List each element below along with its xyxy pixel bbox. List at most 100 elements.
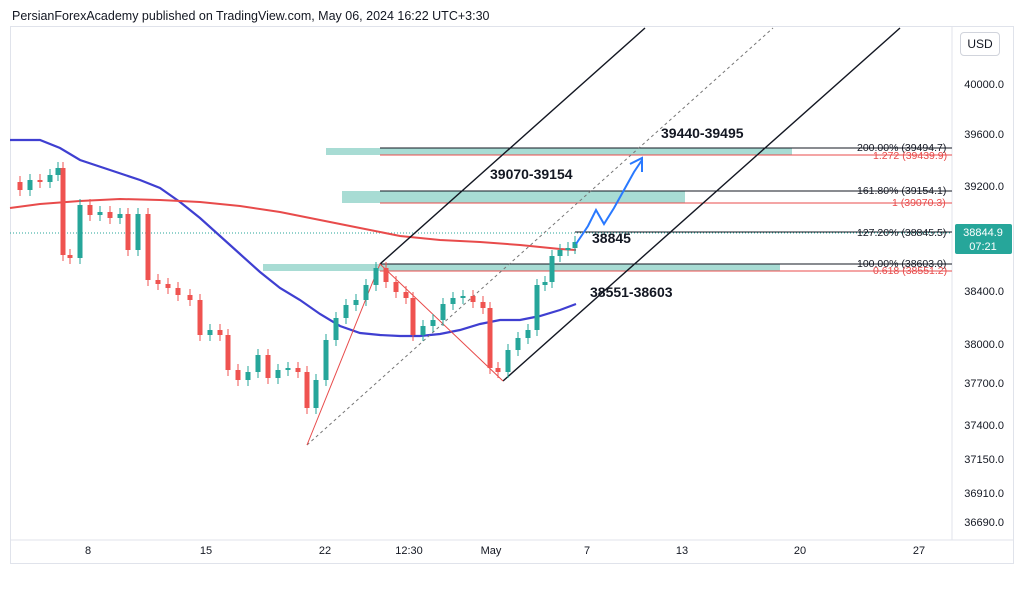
candle-down: [125, 214, 131, 250]
candle-up: [542, 282, 548, 285]
time-axis[interactable]: 8 15 22 12:30 May 7 13 20 27: [85, 545, 925, 557]
fib-swing-lines: [306, 263, 504, 446]
channel-lower-line: [502, 27, 901, 382]
x-tick-label: 7: [584, 545, 590, 557]
x-tick-label: 15: [200, 545, 212, 557]
x-tick-label: May: [481, 545, 502, 557]
candle-up: [557, 250, 563, 256]
candle-up: [505, 350, 511, 372]
candle-up: [255, 355, 261, 372]
candle-down: [295, 368, 301, 372]
currency-button[interactable]: USD: [960, 32, 1000, 56]
candle-up: [460, 296, 466, 298]
candle-up: [565, 248, 571, 250]
candle-down: [145, 214, 151, 280]
candle-down: [17, 182, 23, 190]
x-tick-label: 20: [794, 545, 806, 557]
ma-slow-line: [9, 197, 577, 251]
y-tick-label: 36910.0: [964, 488, 1004, 500]
y-tick-label: 36690.0: [964, 517, 1004, 529]
candle-down: [37, 180, 43, 182]
candle-down: [67, 255, 73, 258]
channel-upper-line: [379, 27, 646, 265]
candle-down: [403, 292, 409, 298]
candle-down: [225, 335, 231, 370]
current-price-value: 38844.9: [963, 227, 1003, 239]
candle-down: [197, 300, 203, 335]
candle-up: [515, 338, 521, 350]
candle-up: [450, 298, 456, 304]
zone-38551-38603: [263, 264, 780, 271]
x-tick-label: 22: [319, 545, 331, 557]
candle-up: [525, 330, 531, 338]
fib-label-0618: 0.618 (38551.2): [873, 265, 947, 277]
zone-39440-39495: [326, 148, 792, 155]
annotation-39440-39495: 39440-39495: [661, 125, 744, 141]
candle-down: [383, 268, 389, 282]
candle-up: [135, 214, 141, 250]
candle-down: [393, 282, 399, 292]
candle-down: [265, 355, 271, 378]
candle-down: [495, 368, 501, 372]
candle-up: [363, 285, 369, 300]
candles-group: [17, 162, 578, 414]
candle-down: [480, 302, 486, 308]
candle-up: [343, 305, 349, 318]
candle-up: [27, 180, 33, 190]
candle-up: [572, 242, 578, 248]
candle-down: [217, 330, 223, 335]
x-tick-label: 13: [676, 545, 688, 557]
candle-countdown: 07:21: [969, 241, 997, 253]
fib-label-1272pct: 127.20% (38845.5): [857, 227, 946, 239]
projection-arrow: [575, 159, 643, 245]
candle-up: [430, 320, 436, 326]
candle-down: [87, 205, 93, 215]
annotation-38551-38603: 38551-38603: [590, 284, 673, 300]
candle-down: [470, 296, 476, 302]
annotation-38845: 38845: [592, 230, 631, 246]
candle-up: [323, 340, 329, 380]
candle-down: [107, 212, 113, 218]
annotation-39070-39154: 39070-39154: [490, 166, 573, 182]
current-price-tag: [955, 224, 1012, 254]
candle-down: [60, 168, 66, 255]
price-axis[interactable]: 40000.0 39600.0 39200.0 38400.0 38000.0 37700…: [964, 79, 1004, 529]
candle-up: [534, 285, 540, 330]
candle-down: [487, 308, 493, 368]
zone-39070-39154: [342, 191, 685, 203]
candle-up: [333, 318, 339, 340]
chart-frame: [10, 26, 1014, 564]
y-tick-label: 39200.0: [964, 181, 1004, 193]
candle-up: [549, 256, 555, 282]
fib-label-200: 200.00% (39494.7): [857, 142, 946, 154]
y-tick-label: 38400.0: [964, 286, 1004, 298]
fib-label-1272: 1.272 (39439.9): [873, 150, 947, 162]
y-tick-label: 37150.0: [964, 454, 1004, 466]
x-tick-label: 12:30: [395, 545, 423, 557]
candle-up: [117, 214, 123, 218]
candle-up: [373, 268, 379, 285]
candle-up: [97, 212, 103, 215]
y-tick-label: 39600.0: [964, 129, 1004, 141]
publisher-header: PersianForexAcademy published on Trading…: [12, 9, 490, 23]
candle-down: [155, 280, 161, 284]
fib-label-1618: 161.80% (39154.1): [857, 185, 946, 197]
projection-arrow-head: [629, 156, 643, 172]
candle-down: [165, 284, 171, 288]
candle-up: [55, 168, 61, 175]
fib-label-100: 100.00% (38603.0): [857, 258, 946, 270]
candle-up: [207, 330, 213, 335]
x-tick-label: 8: [85, 545, 91, 557]
candle-up: [313, 380, 319, 408]
candle-up: [353, 300, 359, 305]
candle-up: [77, 205, 83, 258]
candle-down: [187, 295, 193, 300]
fib-label-1: 1 (39070.3): [892, 197, 946, 209]
candle-up: [420, 326, 426, 335]
candle-down: [175, 288, 181, 295]
candle-down: [304, 372, 310, 408]
y-tick-label: 37700.0: [964, 378, 1004, 390]
candle-up: [275, 370, 281, 378]
candle-down: [235, 370, 241, 380]
